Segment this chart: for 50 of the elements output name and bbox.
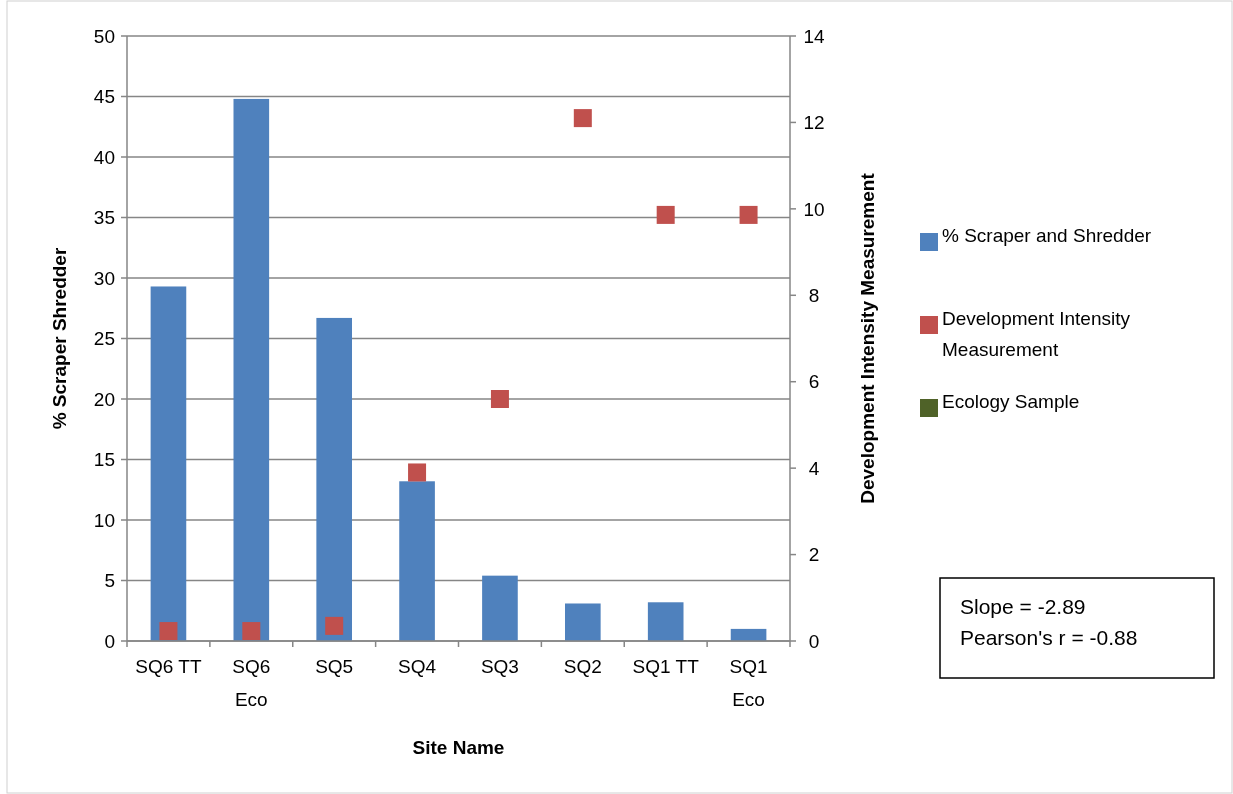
y-tick-label: 25	[93, 328, 115, 350]
bar	[233, 98, 270, 641]
point	[408, 463, 427, 482]
legend-label: Ecology Sample	[942, 391, 1080, 412]
bar	[564, 603, 601, 641]
y2-tick-label: 0	[808, 630, 820, 652]
text: Pearson's r = -0.88	[960, 626, 1138, 649]
x-tick-label: SQ3	[480, 656, 519, 677]
y2-tick-label: 14	[803, 25, 825, 47]
x-tick-label: SQ6 TT	[135, 656, 202, 677]
y2-tick-label: 12	[803, 112, 825, 134]
y-tick-label: 10	[93, 509, 115, 531]
x-tick-label: SQ1 TT	[632, 656, 700, 677]
bar	[399, 481, 435, 641]
y-tick-label: 45	[93, 86, 115, 108]
point	[159, 622, 178, 641]
y2-tick-label: 2	[808, 544, 820, 566]
y-axis-title: % Scraper Shredder	[49, 247, 70, 430]
legend-label: Development Intensity Measurement	[942, 308, 1131, 360]
bar	[150, 286, 187, 641]
y-tick-label: 5	[104, 570, 115, 592]
y2-tick-label: 10	[803, 198, 825, 220]
y-tick-label: 0	[104, 630, 115, 652]
bar	[647, 602, 684, 641]
y-tick-label: 30	[93, 267, 115, 289]
y2-tick-label: 4	[808, 457, 820, 479]
x-tick-label: SQ5	[315, 656, 354, 677]
point	[325, 616, 344, 635]
point	[573, 109, 592, 128]
y-tick-label: 15	[93, 449, 115, 471]
point	[242, 622, 261, 641]
y-tick-label: 35	[93, 207, 115, 229]
x-tick-label: SQ6 Eco	[232, 656, 271, 710]
y2-tick-label: 8	[808, 284, 820, 306]
point	[739, 205, 758, 224]
y-tick-label: 20	[93, 388, 115, 410]
y2-tick-label: 6	[808, 371, 820, 393]
x-tick-label: SQ4	[398, 656, 437, 677]
x-tick-label: SQ1 Eco	[729, 656, 768, 710]
bar	[482, 575, 518, 641]
x-tick-label: SQ2	[563, 656, 602, 677]
text: Slope = -2.89	[960, 595, 1086, 618]
y-tick-label: 40	[93, 146, 115, 168]
bar	[316, 317, 353, 641]
y2-axis-title: Development Intensity Measurement	[857, 172, 878, 504]
point	[656, 205, 675, 224]
point	[490, 390, 509, 408]
y-tick-label: 50	[93, 25, 115, 47]
legend-label: % Scraper and Shredder	[942, 225, 1152, 246]
x-axis-title: Site Name	[412, 737, 505, 758]
